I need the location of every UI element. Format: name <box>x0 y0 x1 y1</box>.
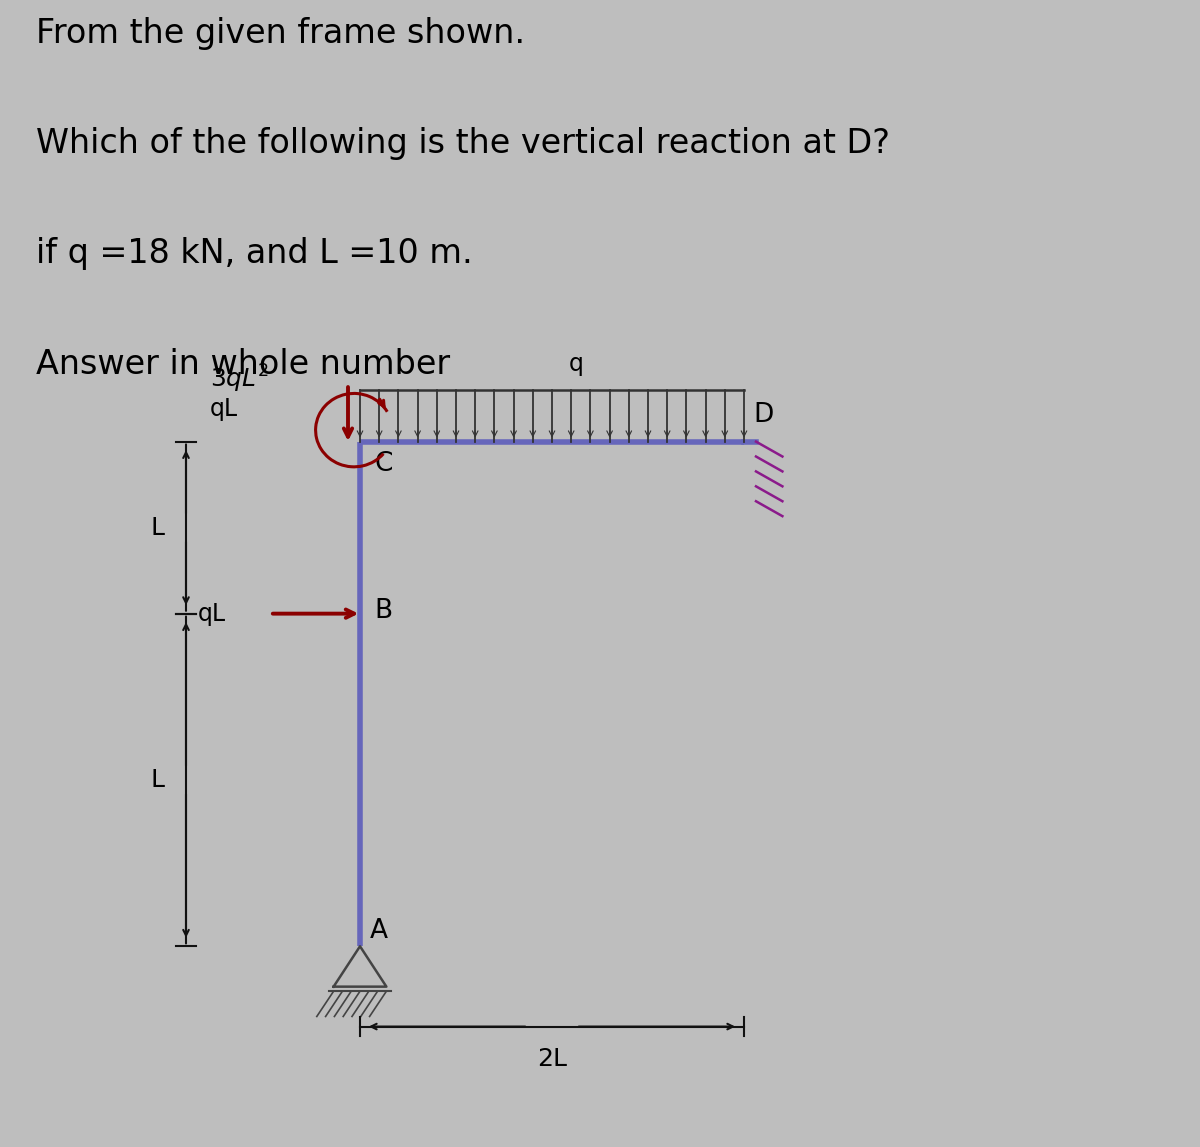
Text: L: L <box>150 516 164 539</box>
Text: Which of the following is the vertical reaction at D?: Which of the following is the vertical r… <box>36 127 890 161</box>
Text: qL: qL <box>210 398 238 421</box>
Text: Answer in whole number: Answer in whole number <box>36 348 450 381</box>
Text: B: B <box>374 599 392 624</box>
Text: A: A <box>370 918 388 944</box>
Text: L: L <box>150 768 164 791</box>
Text: 2L: 2L <box>538 1047 568 1071</box>
Text: D: D <box>754 401 774 428</box>
Text: From the given frame shown.: From the given frame shown. <box>36 17 526 50</box>
Text: if q =18 kN, and L =10 m.: if q =18 kN, and L =10 m. <box>36 237 473 271</box>
Text: C: C <box>374 451 392 477</box>
Text: $3qL^2$: $3qL^2$ <box>210 362 269 395</box>
Text: q: q <box>569 352 583 376</box>
Text: qL: qL <box>198 602 226 625</box>
